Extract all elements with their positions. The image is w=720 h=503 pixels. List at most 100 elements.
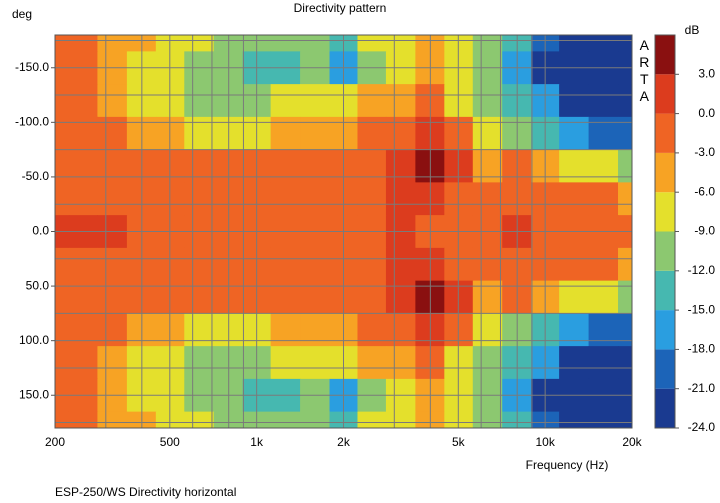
heat-cell (270, 35, 301, 52)
heat-cell (97, 411, 128, 429)
heat-cell (357, 182, 387, 216)
heat-cell (68, 346, 98, 380)
heat-cell (68, 247, 98, 282)
heat-cell (270, 84, 301, 118)
x-tick-label: 200 (45, 435, 65, 449)
heat-cell (472, 35, 503, 52)
heat-cell (618, 411, 633, 429)
colorbar-tick-label: -6.0 (694, 184, 715, 198)
colorbar-band (655, 310, 675, 350)
heat-cell (618, 182, 633, 216)
heat-cell (559, 182, 590, 216)
heat-cell (184, 346, 215, 380)
heat-cell (588, 313, 619, 347)
y-tick-label: -50.0 (22, 169, 50, 183)
heat-cell (184, 182, 215, 216)
heat-cell (357, 313, 387, 347)
heat-cell (559, 411, 590, 429)
heat-cell (68, 411, 98, 429)
colorbar-band (655, 35, 675, 75)
colorbar-tick-label: -21.0 (688, 381, 716, 395)
heat-cell (618, 84, 633, 118)
colorbar-label: dB (685, 23, 700, 37)
heat-cell (97, 149, 128, 183)
heat-cell (55, 280, 70, 314)
heat-cell (184, 149, 215, 183)
heat-cell (270, 313, 301, 347)
colorbar-band (655, 231, 675, 271)
heat-cell (588, 149, 619, 183)
heat-cell (472, 313, 503, 347)
colorbar-band (655, 270, 675, 311)
heat-cell (588, 84, 619, 118)
colorbar-tick-label: -3.0 (694, 145, 715, 159)
x-axis-label: Frequency (Hz) (526, 458, 609, 472)
heat-cell (385, 35, 416, 52)
heat-cell (68, 313, 98, 347)
y-tick-label: 0.0 (32, 224, 49, 238)
heat-cell (300, 411, 331, 429)
heat-cell (357, 247, 387, 282)
x-tick-label: 1k (250, 435, 264, 449)
heat-cell (618, 280, 633, 314)
x-tick-label: 2k (337, 435, 351, 449)
heat-cell (300, 247, 331, 282)
x-tick-label: 500 (160, 435, 180, 449)
colorbar-band (655, 192, 675, 232)
heat-cell (55, 182, 70, 216)
heat-cell (618, 116, 633, 151)
heat-cell (385, 84, 416, 118)
heat-cell (472, 247, 503, 282)
heat-cell (68, 149, 98, 183)
heat-cell (68, 84, 98, 118)
colorbar-band (655, 113, 675, 153)
heat-cell (559, 35, 590, 52)
colorbar-tick-label: -18.0 (688, 342, 716, 356)
heat-cell (300, 346, 331, 380)
heat-cell (270, 411, 301, 429)
heat-cell (357, 411, 387, 429)
heat-cell (588, 247, 619, 282)
heat-cell (618, 247, 633, 282)
heat-cell (559, 149, 590, 183)
heat-cell (55, 411, 70, 429)
heat-cell (184, 35, 215, 52)
heat-cell (588, 411, 619, 429)
heat-cell (300, 84, 331, 118)
heat-cell (357, 84, 387, 118)
colorbar-band (655, 388, 675, 428)
heat-cell (270, 247, 301, 282)
heat-cell (588, 35, 619, 52)
heat-cell (55, 35, 70, 52)
heat-cell (270, 149, 301, 183)
chart-title: Directivity pattern (294, 1, 387, 15)
x-tick-label: 10k (535, 435, 555, 449)
heat-cell (559, 346, 590, 380)
heat-cell (55, 247, 70, 282)
heat-cell (55, 346, 70, 380)
heat-cell (97, 247, 128, 282)
y-tick-label: 50.0 (26, 278, 50, 292)
heat-cell (385, 182, 416, 216)
heat-cell (385, 313, 416, 347)
heat-cell (97, 84, 128, 118)
heat-cell (357, 35, 387, 52)
colorbar-tick-label: 3.0 (698, 66, 715, 80)
y-axis-label: deg (12, 7, 32, 21)
heat-cell (97, 182, 128, 216)
heat-cell (270, 346, 301, 380)
heat-cell (184, 84, 215, 118)
heat-cell (300, 182, 331, 216)
heat-cell (184, 247, 215, 282)
heat-cell (472, 411, 503, 429)
heat-cell (55, 116, 70, 151)
grid (54, 35, 633, 428)
heat-cell (184, 411, 215, 429)
heat-cell (472, 346, 503, 380)
heat-cell (97, 346, 128, 380)
heat-cell (385, 411, 416, 429)
colorbar-band (655, 74, 675, 114)
heat-cell (385, 247, 416, 282)
heat-cell (270, 182, 301, 216)
heat-cell (55, 149, 70, 183)
